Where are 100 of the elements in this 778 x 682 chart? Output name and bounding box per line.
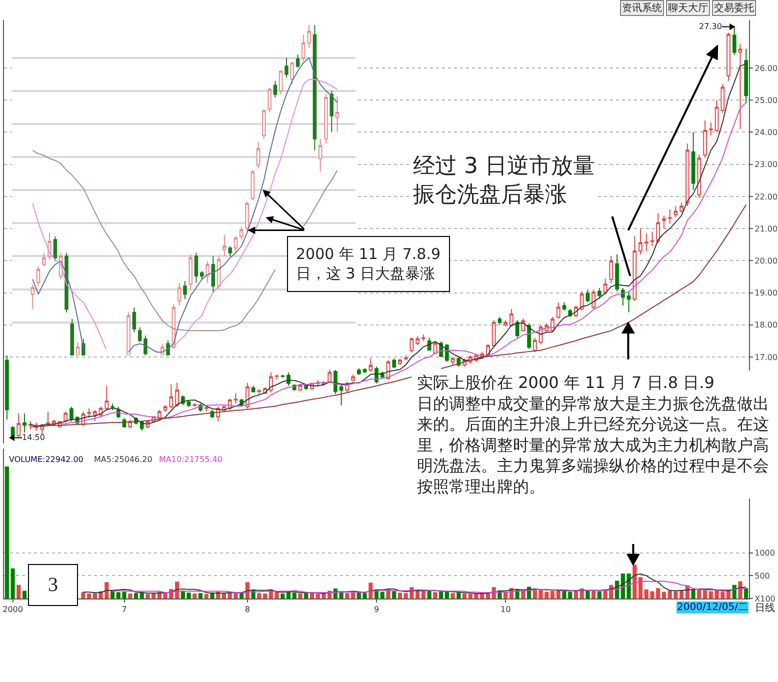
candlestick [312,24,317,151]
y-tick-label: 18.00 [754,320,778,330]
bar [298,594,302,599]
candlestick [257,388,262,394]
candlestick [126,312,130,356]
candlestick [738,43,742,130]
candlestick [615,254,619,292]
y-tick-label: 26.00 [754,64,778,73]
candlestick [330,90,334,133]
candlestick [245,201,249,232]
candlestick [668,208,672,224]
candlestick [492,320,496,348]
candlestick [204,406,208,412]
x-tick-label: 7 [122,605,127,614]
candlestick [16,413,21,438]
bar [433,592,438,599]
candlestick [356,368,361,376]
y-tick-label: 20.00 [754,256,778,266]
candlestick [433,340,438,354]
candlestick [262,108,266,140]
bar [398,592,402,599]
bar [262,594,268,599]
candlestick [28,420,32,430]
bar [421,591,426,599]
candlestick [192,403,197,408]
bar [292,592,296,599]
candlestick [4,354,9,420]
candlestick [510,308,514,328]
candlestick [163,404,168,412]
candlestick [714,100,719,133]
candlestick [36,266,40,286]
candlestick [177,282,182,306]
candlestick [92,410,97,422]
bar [574,590,578,599]
candlestick [251,385,256,393]
bar [16,584,21,599]
candlestick [250,170,255,201]
bar [550,590,555,599]
y-tick-label: X100 [754,594,776,604]
candlestick [720,84,725,114]
candlestick [626,292,631,313]
candlestick [70,406,74,422]
bar [204,594,208,599]
candlestick [132,306,136,333]
candlestick [194,252,198,284]
candlestick [598,287,602,298]
candlestick [183,280,187,300]
candlestick [239,226,244,240]
candlestick [644,232,648,252]
candlestick [334,369,338,394]
bar [110,590,115,599]
candlestick [498,316,502,326]
bar [662,592,666,599]
candlestick [410,337,414,353]
candlestick [274,374,279,380]
candlestick [603,278,608,295]
bar [310,592,314,599]
text: 交易委托 [714,2,754,14]
annotation: 经过 3 日逆市放量振仓洗盘后暴涨 [413,154,595,208]
bar [350,592,356,599]
bar [438,592,444,599]
candlestick [674,206,678,218]
x-tick-label: 2000 [2,605,23,614]
bar [81,592,86,599]
candlestick [70,318,74,356]
y-tick-label: 25.00 [754,96,778,105]
candlestick [328,369,332,382]
bar [697,590,702,599]
candlestick [104,385,109,411]
candlestick [650,231,654,247]
candlestick [609,255,614,284]
text: 聊天大厅 [668,2,708,14]
candlestick [46,411,50,427]
candlestick [53,236,58,262]
candlestick [200,270,204,280]
candlestick [527,322,531,350]
candlestick [732,26,736,56]
bar [304,593,308,599]
candlestick [550,316,554,332]
bar [427,590,432,599]
candlestick [686,142,690,207]
candlestick [335,95,340,133]
text: MA10:21755.40 [159,455,222,464]
text: MA5:25046.20 [94,455,152,464]
line-series [82,573,747,594]
annotation: 实际上股价在 2000 年 11 月 7 日.8 日.9 日的调整中成交量的异常放大是主力振仓洗盘做出来的。后面的主升浪上升已经充分说这一点。在这里，价格调整时量的异常放大成为主力机构散户高明洗盘法。主力鬼算多端操纵价格的过程中是不会按照常理出牌的。 [417,373,769,496]
candlestick [42,252,46,267]
candlestick [144,335,148,356]
annotation: 27.30 [699,22,722,31]
candlestick [620,287,625,306]
candlestick [110,403,114,411]
y-tick-label: 19.00 [754,288,778,298]
bar [345,593,350,599]
bar [128,594,132,599]
candlestick [268,372,273,393]
candlestick [87,408,91,419]
annotation: 2000 年 11 月 7.8.9日，这 3 日大盘暴涨 [296,245,440,282]
candlestick [256,142,260,170]
candlestick [726,32,730,82]
annotation: VOLUME:22942.00 [9,455,84,464]
